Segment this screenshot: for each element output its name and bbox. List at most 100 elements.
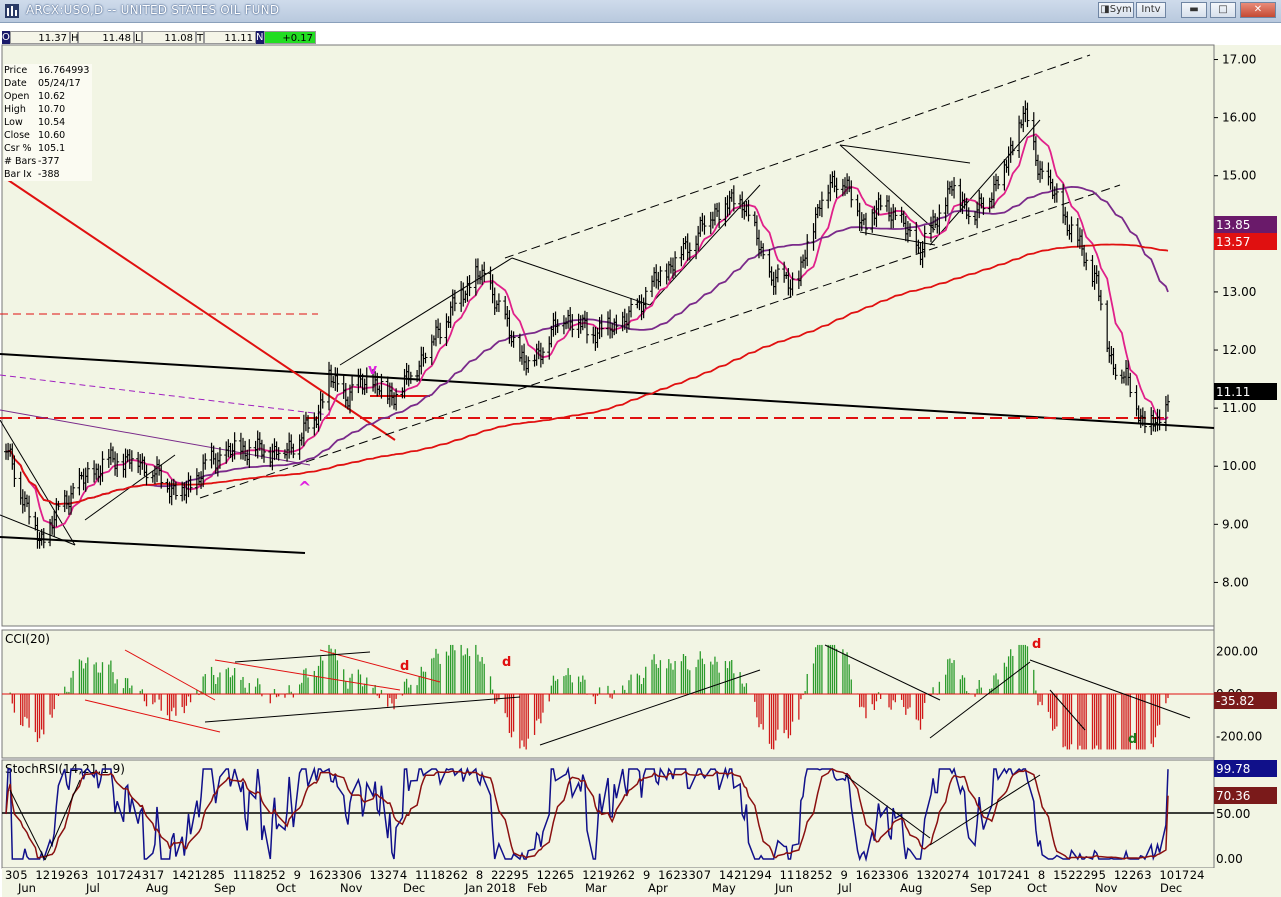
chart-canvas[interactable]: 17.0016.0015.0014.0013.0012.0011.0010.00… — [0, 22, 1281, 897]
cci-tick-label: 200.00 — [1216, 644, 1258, 658]
price-tick-label: 9.00 — [1222, 517, 1249, 531]
ohlc-bar — [1113, 363, 1118, 380]
x-day-label: 8 — [476, 868, 483, 882]
x-day-label: 9 — [643, 868, 650, 882]
ohlc-bar — [658, 266, 663, 287]
x-day-label: 11 — [233, 868, 248, 882]
x-day-label: 5 — [521, 868, 528, 882]
ohlc-o-value: 11.37 — [10, 31, 70, 44]
x-axis-months: Jun Jul Aug Sep Oct Nov Dec Jan 2018 Feb Mar Apr Ma… — [17, 881, 1182, 895]
x-month-label: Jul — [85, 881, 100, 895]
ohlc-bar — [27, 495, 32, 525]
ohlc-l-value: 11.08 — [142, 31, 196, 44]
stoch-badge-d: 70.36 — [1214, 787, 1277, 804]
price-tick-label: 12.00 — [1222, 343, 1256, 357]
data-window-label: Csr % — [4, 143, 32, 154]
x-month-label: Jun — [774, 881, 793, 895]
x-month-label: Aug — [900, 881, 922, 895]
x-day-label: 28 — [202, 868, 217, 882]
maximize-button[interactable]: □ — [1210, 2, 1236, 18]
x-month-label: Mar — [585, 881, 607, 895]
x-day-label: 20 — [932, 868, 947, 882]
x-day-label: 30 — [5, 868, 20, 882]
x-day-label: 5 — [218, 868, 225, 882]
x-day-label: 2 — [825, 868, 832, 882]
stoch-trendlines — [9, 774, 1041, 861]
x-day-label: 13 — [916, 868, 931, 882]
ohlc-bar — [115, 453, 120, 477]
cci-tl-2 — [84, 699, 221, 733]
data-window-value: -377 — [38, 156, 60, 167]
x-day-label: 15 — [1053, 868, 1068, 882]
trend-wedge-b — [511, 257, 651, 306]
x-day-label: 23 — [871, 868, 886, 882]
cci-tl-3 — [214, 659, 401, 691]
ohlc-bar — [438, 322, 443, 345]
ohlc-bar — [952, 177, 957, 199]
stoch-d-line — [5, 768, 1169, 860]
x-day-label: 4 — [962, 868, 969, 882]
price-tick-label: 13.00 — [1222, 285, 1256, 299]
x-day-label: 23 — [324, 868, 339, 882]
data-window-row: Csr % 105.1 — [4, 142, 92, 155]
ohlc-bar — [1142, 410, 1147, 434]
ohlc-bar — [129, 450, 134, 472]
ohlc-bar — [1025, 102, 1030, 128]
ohlc-h-label: H — [70, 31, 79, 44]
cci-tl-5 — [204, 696, 521, 723]
x-day-label: 21 — [187, 868, 202, 882]
ohlc-bar — [717, 202, 722, 228]
ohlc-bar — [1069, 216, 1074, 243]
ohlc-bar — [996, 176, 1001, 190]
x-day-label: 9 — [294, 868, 301, 882]
x-day-label: 26 — [1129, 868, 1144, 882]
ohlc-bar — [570, 314, 575, 338]
x-day-label: 11 — [780, 868, 795, 882]
data-window-value: 16.764993 — [38, 65, 90, 76]
minimize-button[interactable]: ▬ — [1181, 2, 1207, 18]
ohlc-bar — [643, 286, 648, 309]
data-window-value: 10.54 — [38, 117, 66, 128]
x-day-label: 26 — [552, 868, 567, 882]
annotation-caret: ^ — [298, 478, 311, 497]
sym-button[interactable]: ◨Sym — [1098, 2, 1134, 18]
price-badge-close: 11.11 — [1214, 383, 1277, 400]
ohlc-bar — [849, 180, 854, 208]
data-window-value: 05/24/17 — [38, 78, 81, 89]
ohlc-bar — [247, 439, 252, 468]
ohlc-bar — [981, 197, 986, 215]
trendline-red-diagonal — [7, 179, 396, 441]
channel-upper-dashed — [504, 54, 1091, 259]
price-tick-label: 10.00 — [1222, 459, 1256, 473]
cci-histogram — [7, 644, 1169, 750]
purple-dashed-line — [0, 374, 331, 416]
ohlc-bar — [1157, 409, 1162, 431]
window-titlebar[interactable]: ARCX:USO,D -- UNITED STATES OIL FUND ◨Sy… — [0, 0, 1281, 23]
ohlc-bar — [467, 275, 472, 297]
x-day-label: 30 — [689, 868, 704, 882]
close-button[interactable]: ✕ — [1240, 2, 1276, 18]
x-day-label: 18 — [430, 868, 445, 882]
x-day-label: 26 — [446, 868, 461, 882]
data-window: Price 16.764993 Date 05/24/17 Open 10.62 High 1… — [4, 64, 92, 181]
stoch-badge-d-text: 70.36 — [1216, 789, 1250, 803]
xaxis-strip — [2, 868, 1281, 897]
cci-annotation-d1: d — [400, 659, 409, 674]
x-day-label: 3 — [81, 868, 88, 882]
ohlc-bar — [217, 447, 222, 469]
stoch-tl-4 — [929, 774, 1041, 846]
ohlc-bar — [908, 223, 913, 237]
ohlc-bar — [12, 455, 17, 487]
x-axis-days: 30 5 12 19 26 3 10 17 24 31 7 14 21 28 5 11 18 25 2 9 16 23 30… — [5, 868, 1204, 882]
x-day-label: 18 — [248, 868, 263, 882]
trend-early-d — [0, 409, 311, 466]
cci-tl-7 — [539, 669, 761, 746]
data-window-label: Close — [4, 130, 30, 141]
x-day-label: 7 — [704, 868, 711, 882]
x-month-label: May — [712, 881, 736, 895]
x-day-label: 24 — [1190, 868, 1205, 882]
x-day-label: 22 — [1068, 868, 1083, 882]
intv-button[interactable]: Intv — [1136, 2, 1166, 18]
ohlc-l-label: L — [134, 31, 142, 44]
ohlc-bar — [511, 331, 516, 348]
